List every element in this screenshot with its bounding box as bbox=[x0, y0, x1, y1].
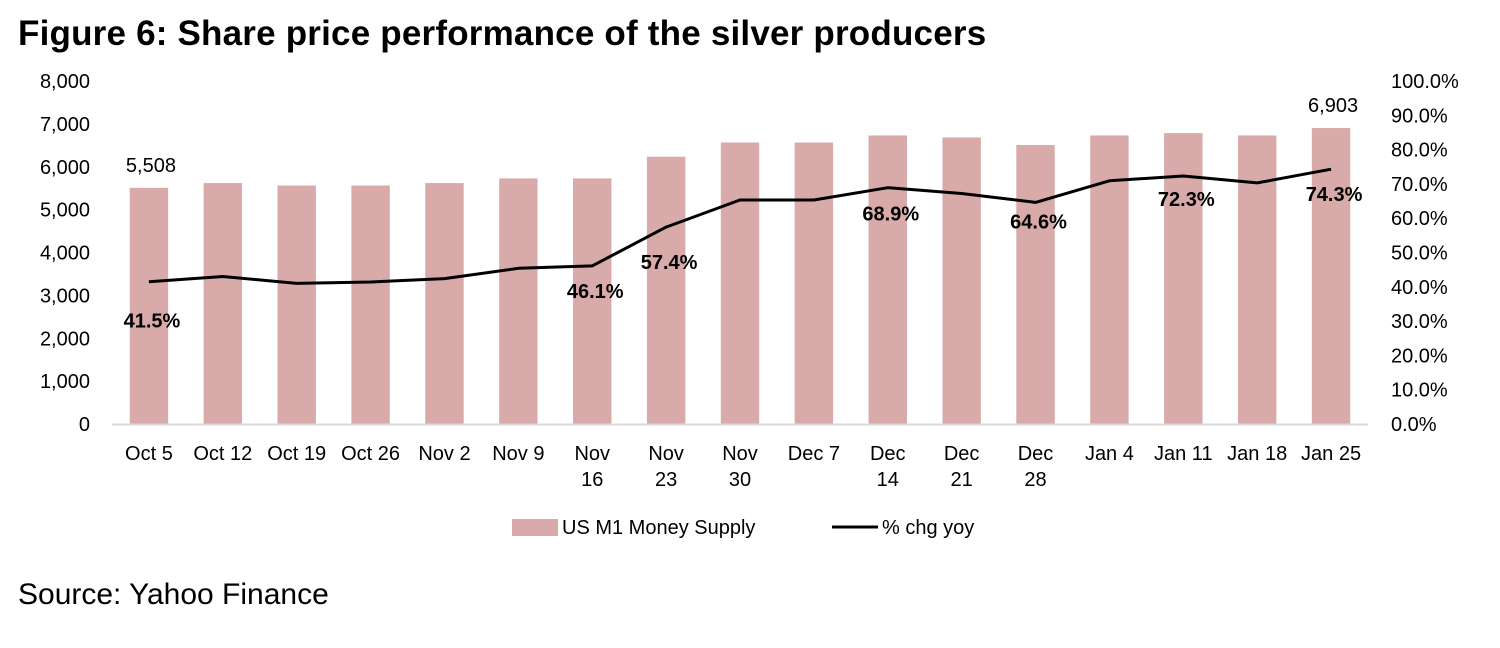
legend: US M1 Money Supply % chg yoy bbox=[512, 517, 974, 539]
right-axis-tick-label: 80.0% bbox=[1391, 140, 1448, 162]
bar bbox=[720, 142, 760, 424]
legend-label-us-m1-money-supply: US M1 Money Supply bbox=[562, 517, 755, 539]
bar bbox=[351, 185, 390, 424]
right-axis-tick-label: 0.0% bbox=[1391, 414, 1437, 436]
bar bbox=[794, 142, 834, 424]
left-axis-tick-label: 6,000 bbox=[40, 157, 90, 179]
bar bbox=[203, 183, 243, 424]
source-note: Source: Yahoo Finance bbox=[18, 578, 329, 611]
x-axis-tick-label: Nov 2 bbox=[418, 443, 470, 465]
right-axis-tick-label: 70.0% bbox=[1391, 174, 1448, 196]
bar bbox=[573, 178, 612, 424]
line-data-label: 68.9% bbox=[862, 204, 919, 226]
left-axis-tick-label: 0 bbox=[79, 414, 90, 436]
line-data-label: 74.3% bbox=[1306, 184, 1363, 206]
line-data-labels: 41.5% 46.1% 57.4% 68.9% 64.6% 72.3% 74.3% bbox=[124, 184, 1363, 333]
line-data-label: 41.5% bbox=[124, 311, 181, 333]
left-axis-ticks: 0 1,000 2,000 3,000 4,000 5,000 6,000 7,000 8,00… bbox=[40, 71, 90, 436]
x-axis-tick-label: Dec 28 bbox=[1018, 443, 1054, 491]
bar bbox=[1311, 128, 1351, 424]
bar-data-labels: 5,508 6,903 bbox=[126, 95, 1358, 177]
bar-series bbox=[129, 128, 1351, 425]
bar bbox=[277, 185, 316, 424]
x-axis-tick-label: Jan 4 bbox=[1085, 443, 1134, 465]
bar bbox=[1016, 144, 1055, 425]
x-axis-tick-label: Nov 30 bbox=[722, 443, 758, 491]
line-data-label: 72.3% bbox=[1158, 189, 1215, 211]
x-axis-tick-label: Oct 19 bbox=[267, 443, 326, 465]
right-axis-tick-label: 60.0% bbox=[1391, 208, 1448, 230]
x-axis-tick-label: Jan 11 bbox=[1154, 443, 1213, 465]
right-axis-tick-label: 50.0% bbox=[1391, 243, 1448, 265]
right-axis-tick-label: 90.0% bbox=[1391, 105, 1448, 127]
line-data-label: 57.4% bbox=[641, 252, 698, 274]
left-axis-tick-label: 1,000 bbox=[40, 371, 90, 393]
legend-swatch-us-m1-money-supply bbox=[512, 519, 558, 536]
left-axis-tick-label: 2,000 bbox=[40, 328, 90, 350]
right-axis-tick-label: 30.0% bbox=[1391, 311, 1448, 333]
bar bbox=[1164, 133, 1203, 424]
line-series-pct-chg-yoy bbox=[148, 167, 1332, 285]
bar bbox=[499, 178, 538, 424]
x-axis-tick-label: Nov 9 bbox=[492, 443, 544, 465]
right-axis-ticks: 0.0% 10.0% 20.0% 30.0% 40.0% 50.0% 60.0% 70.0% 8… bbox=[1391, 71, 1459, 436]
left-axis-tick-label: 5,000 bbox=[40, 200, 90, 222]
bar bbox=[129, 187, 169, 424]
right-axis-tick-label: 40.0% bbox=[1391, 277, 1448, 299]
legend-label-pct-chg-yoy: % chg yoy bbox=[882, 517, 974, 539]
bar bbox=[868, 135, 907, 425]
figure-title: Figure 6: Share price performance of the… bbox=[18, 14, 987, 53]
x-axis-tick-label: Jan 18 bbox=[1227, 443, 1287, 465]
line-data-label: 46.1% bbox=[567, 281, 624, 303]
left-axis-tick-label: 8,000 bbox=[40, 71, 90, 93]
left-axis-tick-label: 3,000 bbox=[40, 285, 90, 307]
x-axis-ticks: Oct 5 Oct 12 Oct 19 Oct 26 Nov 2 Nov 9 Nov 16 No… bbox=[125, 443, 1361, 491]
x-axis-tick-label: Oct 12 bbox=[193, 443, 252, 465]
right-axis-tick-label: 100.0% bbox=[1391, 71, 1459, 93]
right-axis-tick-label: 20.0% bbox=[1391, 345, 1448, 367]
bar bbox=[646, 156, 686, 424]
left-axis-tick-label: 7,000 bbox=[40, 114, 90, 136]
x-axis-tick-label: Nov 16 bbox=[574, 443, 610, 491]
combo-chart: 0 1,000 2,000 3,000 4,000 5,000 6,000 7,000 8,00… bbox=[40, 71, 1459, 539]
x-axis-tick-label: Dec 7 bbox=[788, 443, 840, 465]
left-axis-tick-label: 4,000 bbox=[40, 243, 90, 265]
x-axis-tick-label: Jan 25 bbox=[1301, 443, 1361, 465]
x-axis-tick-label: Oct 26 bbox=[341, 443, 400, 465]
x-axis-tick-label: Dec 14 bbox=[870, 443, 906, 491]
x-axis-tick-label: Oct 5 bbox=[125, 443, 173, 465]
bar bbox=[942, 137, 981, 424]
x-axis-tick-label: Dec 21 bbox=[944, 443, 980, 491]
bar-data-label: 6,903 bbox=[1308, 95, 1358, 117]
right-axis-tick-label: 10.0% bbox=[1391, 380, 1448, 402]
x-axis-tick-label: Nov 23 bbox=[648, 443, 684, 491]
bar-data-label: 5,508 bbox=[126, 155, 176, 177]
bar bbox=[1237, 135, 1277, 425]
line-data-label: 64.6% bbox=[1010, 211, 1067, 233]
bar bbox=[425, 183, 464, 424]
